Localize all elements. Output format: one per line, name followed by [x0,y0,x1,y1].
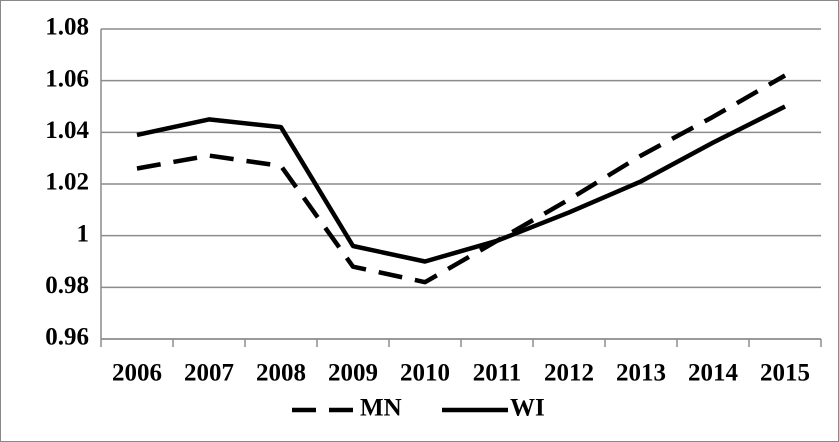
y-tick-label: 0.96 [45,324,89,351]
x-tick-label: 2010 [400,360,450,387]
series-line [136,73,787,285]
y-tick-label: 1.04 [45,117,89,144]
x-tick-label: 2011 [473,360,522,387]
x-tick-label: 2008 [256,360,306,387]
x-tick-label: 2006 [112,360,162,387]
legend-label: MN [360,395,402,422]
x-tick-label: 2009 [328,360,378,387]
y-tick-label: 1.02 [45,169,89,196]
legend-label: WI [510,395,545,422]
x-tick-label: 2013 [616,360,666,387]
y-tick-label: 1.08 [45,14,89,41]
series-line [136,104,787,264]
x-tick-label: 2014 [688,360,739,387]
y-tick-label: 0.98 [45,272,89,299]
y-tick-label: 1 [77,220,90,247]
x-tick-label: 2007 [184,360,234,387]
y-tick-label: 1.06 [45,65,89,92]
x-tick-label: 2015 [760,360,810,387]
x-tick-label: 2012 [544,360,594,387]
